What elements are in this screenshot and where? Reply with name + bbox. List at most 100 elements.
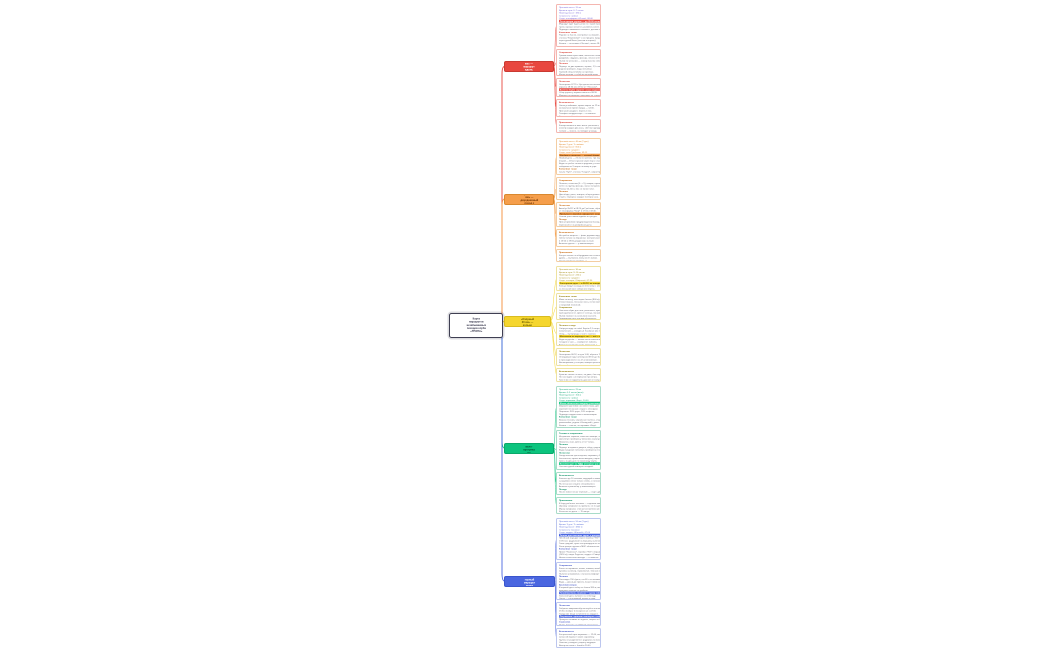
card-line-body: Палки помогут на скользком настиле. (558, 314, 597, 318)
detail-card-text: Примечания Костры только на оборудованных… (558, 251, 601, 261)
card-line-body: Перекус на два привала, термос, 1,5 л во… (558, 65, 601, 68)
card-line-head: Логистика (558, 80, 570, 83)
card-line-body: Костры только на оборудованных стоянках, (558, 254, 601, 257)
detail-card-variant-1[interactable]: Протяжённость: 20 км Время в пути: 6–7 ча… (556, 4, 601, 47)
card-line-body: Скала «Зуб», стоянка «Седло», озеро Круг… (558, 170, 600, 174)
detail-card-variant-1[interactable]: Примечания Клещи активны в мае–июне: репе… (556, 119, 601, 133)
detail-card-text: Примечания В бору работает лесовоз — слуш… (559, 499, 600, 513)
card-line-body: Мусор уносим с собой до контейнеров. (558, 73, 598, 76)
card-line-body: Сигналы рукой повторяет каждый. (558, 465, 593, 468)
card-line-body: второй — 18 км спуском через бор к станц… (558, 159, 601, 163)
card-line-body: 1720 м) с радиалкой на вершину налегке. (558, 539, 601, 543)
detail-card-variant-2[interactable]: Примечания Костры только на оборудованных… (556, 249, 601, 262)
card-line-body: Телефон координатора — в памятке. (558, 112, 596, 115)
detail-card-variant-4[interactable]: Протяжённость: 25 км Время: 4–5 часов (ве… (556, 386, 601, 428)
card-line-body: Аптечка и ремнабор у замыкающего. (558, 485, 596, 488)
detail-card-variant-5[interactable]: Протяжённость: 50 км (3 дня) Время: 3 дня… (556, 518, 601, 560)
detail-card-variant-4[interactable]: Безопасность Колонна до 10 человек, ведущ… (556, 472, 601, 495)
card-line-meta: Перепад высот: 180 м (558, 11, 581, 15)
branch-label-text: Вариант 4: «Бор 25 км» — вело-прогулка п… (522, 444, 536, 453)
branch-label-text: Вариант 1: «Исток 20 км» —маршрут вдоль … (522, 62, 536, 71)
branch-label-variant-4[interactable]: Вариант 4: «Бор 25 км» — вело-прогулка п… (504, 442, 554, 454)
card-line-body: Полис «трекинг до 2500 м» обязателен. (558, 623, 599, 626)
detail-card-variant-2[interactable]: Логистика Автобус №112 в 08:20 до Гребнев… (556, 202, 601, 227)
branch-label-text: Вариант 5: «Вершина 50 км» —горный маршр… (522, 577, 537, 586)
central-topic[interactable]: Карта маршрутов незабываемых походов клу… (449, 313, 503, 338)
card-line-body: Обед — бутерброды и чай с горелки. (558, 332, 596, 336)
branch-label-line: кольцо пяти озёр (522, 324, 533, 327)
card-line-meta: Сложность: средняя (558, 148, 579, 152)
detail-card-text: Логистика Электричка 06:52, в пути 1:40; … (558, 350, 601, 365)
detail-card-variant-4[interactable]: Примечания В бору работает лесовоз — слуш… (556, 497, 601, 514)
card-line-head: Снаряжение (558, 179, 572, 182)
card-line-body: Аптечка группы — у замыкающего. (558, 242, 594, 245)
detail-card-variant-2[interactable]: Снаряжение Палатка, спальник (0…+5), ковр… (556, 177, 601, 200)
detail-card-variant-1[interactable]: Логистика Электричка 07:55 с Центрального… (556, 78, 601, 97)
card-line-head: Страховка (558, 620, 570, 624)
detail-card-variant-2[interactable]: Протяжённость: 40 км (2 дня) Время: 2 дня… (556, 138, 601, 175)
card-line-head: Ключевые точки (558, 31, 577, 34)
detail-card-text: Безопасность Колонна до 10 человек, ведущ… (558, 474, 600, 494)
card-line-head: Логистика (558, 604, 570, 607)
detail-card-text: Техника и снаряжение Исправные тормоза, з… (558, 432, 601, 468)
central-topic-line: Карта маршрутов (468, 317, 484, 324)
detail-card-variant-2[interactable]: Безопасность На гребне ветрено — флис дер… (556, 229, 601, 247)
card-line-body: Вечерняя связь с базой в 20:00. (558, 644, 591, 647)
card-line-hl: Шлем обязателен каждому участнику заезда… (558, 402, 600, 405)
card-line-head: Безопасность (558, 231, 574, 234)
card-line-body: Первый день — 22 км по гребню, три подъё… (558, 156, 600, 160)
card-line-meta: Старт: кордон «Южный», 07:00 (558, 531, 590, 534)
detail-card-variant-3[interactable]: Ключевые точки Маяк на мысу, гать через б… (556, 293, 601, 320)
card-line-head: Питание (558, 443, 568, 446)
branch-label-variant-5[interactable]: Вариант 5: «Вершина 50 км» —горный маршр… (504, 575, 555, 587)
detail-card-text: Логистика Автобус №112 в 08:20 до Гребнев… (558, 204, 601, 226)
branch-label-variant-1[interactable]: Вариант 1: «Исток 20 км» —маршрут вдоль … (504, 61, 554, 72)
detail-card-variant-5[interactable]: Логистика Заброска микроавтобусом клуба в… (556, 602, 601, 626)
card-line-body: Темп средний, пульс контролируем на набо… (558, 542, 600, 545)
card-line-body: через ручей Вьюн (мостки и перила). (558, 39, 596, 42)
branch-label-text: Вариант 2: «Гребень 40 км» —двухдневный … (520, 193, 538, 204)
detail-card-variant-1[interactable]: Безопасность Связь устойчивая, кроме овра… (556, 99, 601, 117)
branch-label-line: Вариант 2: «Гребень 40 км» — (521, 193, 537, 199)
branch-label-variant-3[interactable]: Вариант 3: «Озёрный 30 км» —кольцо пяти … (504, 315, 551, 327)
detail-card-text: Протяжённость: 40 км (2 дня) Время: 2 дня… (558, 140, 601, 174)
branch-label-text: Вариант 3: «Озёрный 30 км» —кольцо пяти … (521, 317, 535, 327)
card-line-body: Автобус №112 в 08:20 до Гребнево, обратн… (558, 207, 601, 210)
card-line-body: (2050 м), озеро Ледяное, кордон «Север». (558, 553, 601, 556)
card-line-body: пуховка на вечер, термобельё, тёмные очк… (558, 569, 601, 573)
detail-card-variant-3[interactable]: Безопасность Купание только на косе, по д… (556, 368, 601, 382)
card-line-body: на песчаной косе северного берега. (558, 287, 595, 291)
card-line-meta: Сложность: низкая (558, 396, 578, 400)
card-line-head: Логистика (558, 350, 570, 353)
detail-card-variant-5[interactable]: Безопасность Контрольный срок перевала — … (556, 628, 601, 648)
card-line-body: в 13:00 и 19:00 дежурному на базе. (558, 239, 594, 243)
card-line-head: Снаряжение (558, 564, 572, 567)
detail-card-variant-3[interactable]: Питание и вода Озёрную воду не пьём! Берё… (556, 322, 601, 346)
card-line-body: Финиш — там же, на парковке «Бор». (558, 424, 597, 427)
detail-card-variant-3[interactable]: Протяжённость: 30 км Время в пути: 9–10 ч… (556, 266, 601, 291)
card-line-body: Палки по желанию — набор высоты небольшо… (558, 59, 601, 63)
card-line-hl: Билеты берём заранее: касса закрыта! (558, 88, 601, 92)
card-line-meta: Перепад высот: 1850 м (558, 525, 582, 529)
card-line-body: Перекус в кармане джерси, обед у родника… (558, 446, 601, 449)
detail-card-text: Снаряжение Треккинговые кроссовки, запасн… (558, 51, 601, 76)
card-line-head: Техника и снаряжение (558, 432, 583, 435)
detail-card-variant-5[interactable]: Снаряжение Каска на перевале, палки, гама… (556, 562, 601, 600)
card-line-head: Питание (558, 190, 568, 193)
card-line-meta: Протяжённость: 20 км (558, 6, 581, 9)
card-line-head: Примечания (558, 121, 572, 124)
card-line-head: Безопасность (558, 370, 574, 373)
card-line-body: Машины оставляем у магазина на старте. (558, 94, 601, 97)
card-line-body: Нитка и запасные выходы — в памятке. (558, 556, 599, 559)
card-line-body: 05:30, возврат в воскресенье к 22:00. (558, 609, 596, 613)
card-line-body: Вода из ручьёв — только после кипячения. (558, 338, 601, 341)
branch-label-variant-2[interactable]: Вариант 2: «Гребень 40 км» —двухдневный … (504, 193, 554, 205)
card-line-body: с бобровой плотиной. (558, 303, 581, 307)
detail-card-variant-4[interactable]: Техника и снаряжение Исправные тормоза, з… (556, 430, 601, 470)
card-line-body: Треккинговые кроссовки, запасные носки, (558, 54, 601, 57)
card-line-body: Кольцо вокруг каскада из пяти озёр с обе… (558, 284, 601, 288)
detail-card-variant-1[interactable]: Снаряжение Треккинговые кроссовки, запасн… (556, 49, 601, 76)
detail-card-text: Безопасность Купание только на косе, по д… (558, 370, 600, 381)
card-line-body: Электричка 06:52, в пути 1:40; обратно 1… (558, 353, 601, 356)
detail-card-variant-3[interactable]: Логистика Электричка 06:52, в пути 1:40; … (556, 348, 601, 366)
